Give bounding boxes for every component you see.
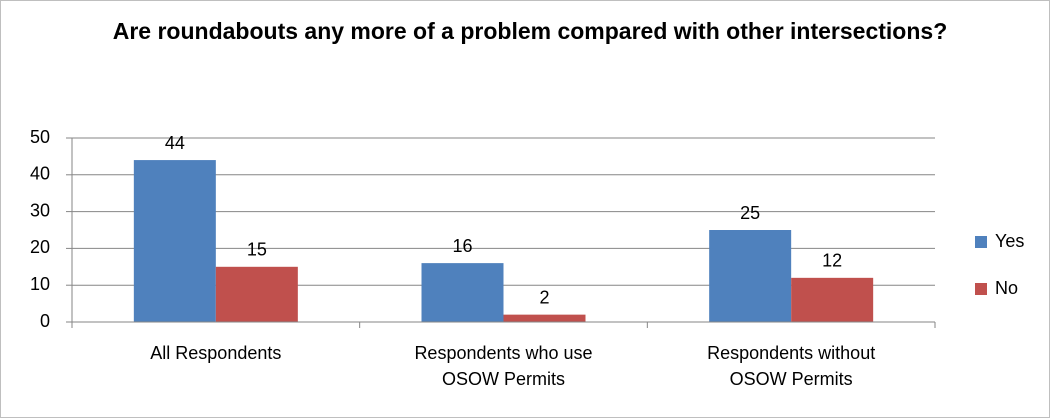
y-tick-label: 10: [30, 274, 50, 294]
value-label: 12: [822, 251, 842, 271]
x-tick-label: Respondents who use OSOW Permits: [414, 343, 593, 389]
y-tick-label: 40: [30, 164, 50, 184]
legend-swatch: [975, 236, 987, 248]
bar: [215, 266, 298, 322]
value-label: 2: [539, 287, 549, 307]
value-label: 25: [740, 203, 760, 223]
legend-swatch: [975, 283, 987, 295]
y-tick-label: 50: [30, 127, 50, 147]
value-label: 15: [247, 240, 267, 260]
chart-title: Are roundabouts any more of a problem co…: [112, 18, 948, 44]
bar: [791, 277, 874, 322]
bar: [421, 263, 504, 322]
bar: [503, 314, 586, 322]
value-label: 44: [165, 133, 185, 153]
x-tick-label: All Respondents: [150, 343, 282, 363]
legend-label: Yes: [995, 231, 1024, 251]
y-tick-label: 30: [30, 200, 50, 220]
value-label: 16: [452, 236, 472, 256]
x-tick-label: Respondents without OSOW Permits: [707, 343, 876, 389]
y-tick-label: 0: [40, 311, 50, 331]
y-tick-label: 20: [30, 237, 50, 257]
legend-label: No: [995, 278, 1018, 298]
bar: [709, 230, 792, 322]
bar: [133, 160, 216, 322]
